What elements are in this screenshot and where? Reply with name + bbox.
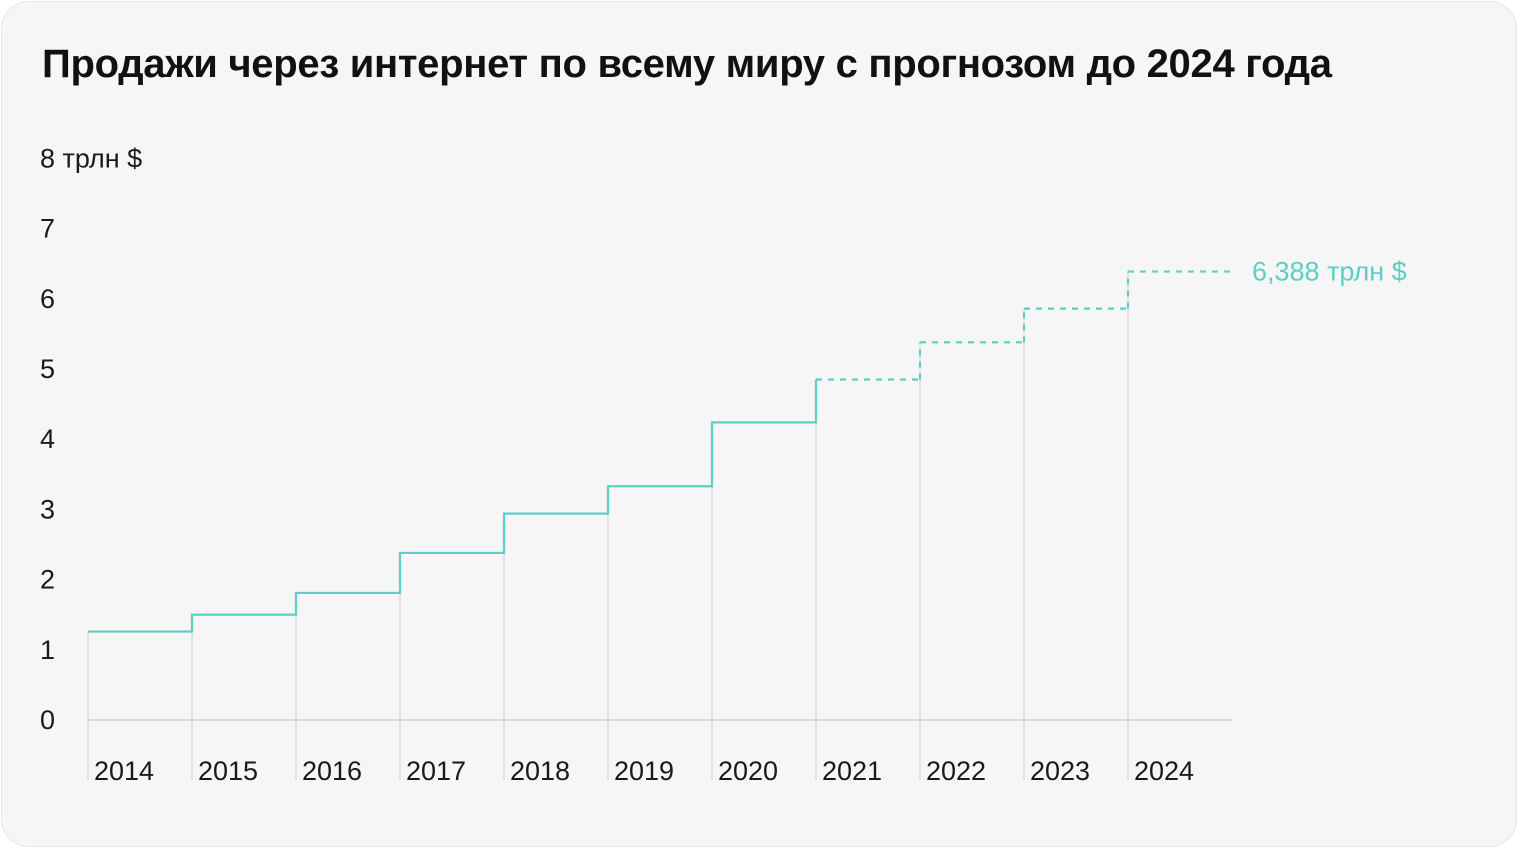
y-tick-label-4: 4: [40, 424, 55, 454]
grid-lines: [87, 271, 1129, 780]
x-tick-label-2019: 2019: [614, 756, 674, 786]
y-tick-label-1: 1: [40, 635, 55, 665]
y-tick-label-7: 7: [40, 214, 55, 244]
y-tick-label-3: 3: [40, 494, 55, 524]
x-tick-label-2016: 2016: [302, 756, 362, 786]
x-tick-label-2022: 2022: [926, 756, 986, 786]
series-line-actual: [88, 379, 818, 633]
y-tick-label-2: 2: [40, 565, 55, 595]
data-label-2024: 6,388 трлн $: [1252, 257, 1407, 287]
x-tick-label-2021: 2021: [822, 756, 882, 786]
x-tick-label-2023: 2023: [1030, 756, 1090, 786]
y-tick-label-5: 5: [40, 354, 55, 384]
y-tick-label-0: 0: [40, 705, 55, 735]
y-axis-top-label: 8 трлн $: [40, 143, 142, 173]
series-online-sales: [88, 270, 1232, 633]
x-tick-label-2015: 2015: [198, 756, 258, 786]
x-tick-label-2017: 2017: [406, 756, 466, 786]
y-tick-label-6: 6: [40, 284, 55, 314]
x-tick-label-2020: 2020: [718, 756, 778, 786]
y-tick-labels: 0 1 2 3 4 5 6 7 8 трлн $: [40, 143, 142, 735]
x-tick-label-2014: 2014: [94, 756, 154, 786]
x-tick-label-2018: 2018: [510, 756, 570, 786]
data-labels: 6,388 трлн $: [1252, 257, 1407, 287]
x-tick-label-2024: 2024: [1134, 756, 1194, 786]
x-tick-labels: 2014 2015 2016 2017 2018 2019 2020 2021 2022 2023…: [94, 756, 1194, 786]
chart-title: Продажи через интернет по всему миру с п…: [42, 42, 1332, 86]
